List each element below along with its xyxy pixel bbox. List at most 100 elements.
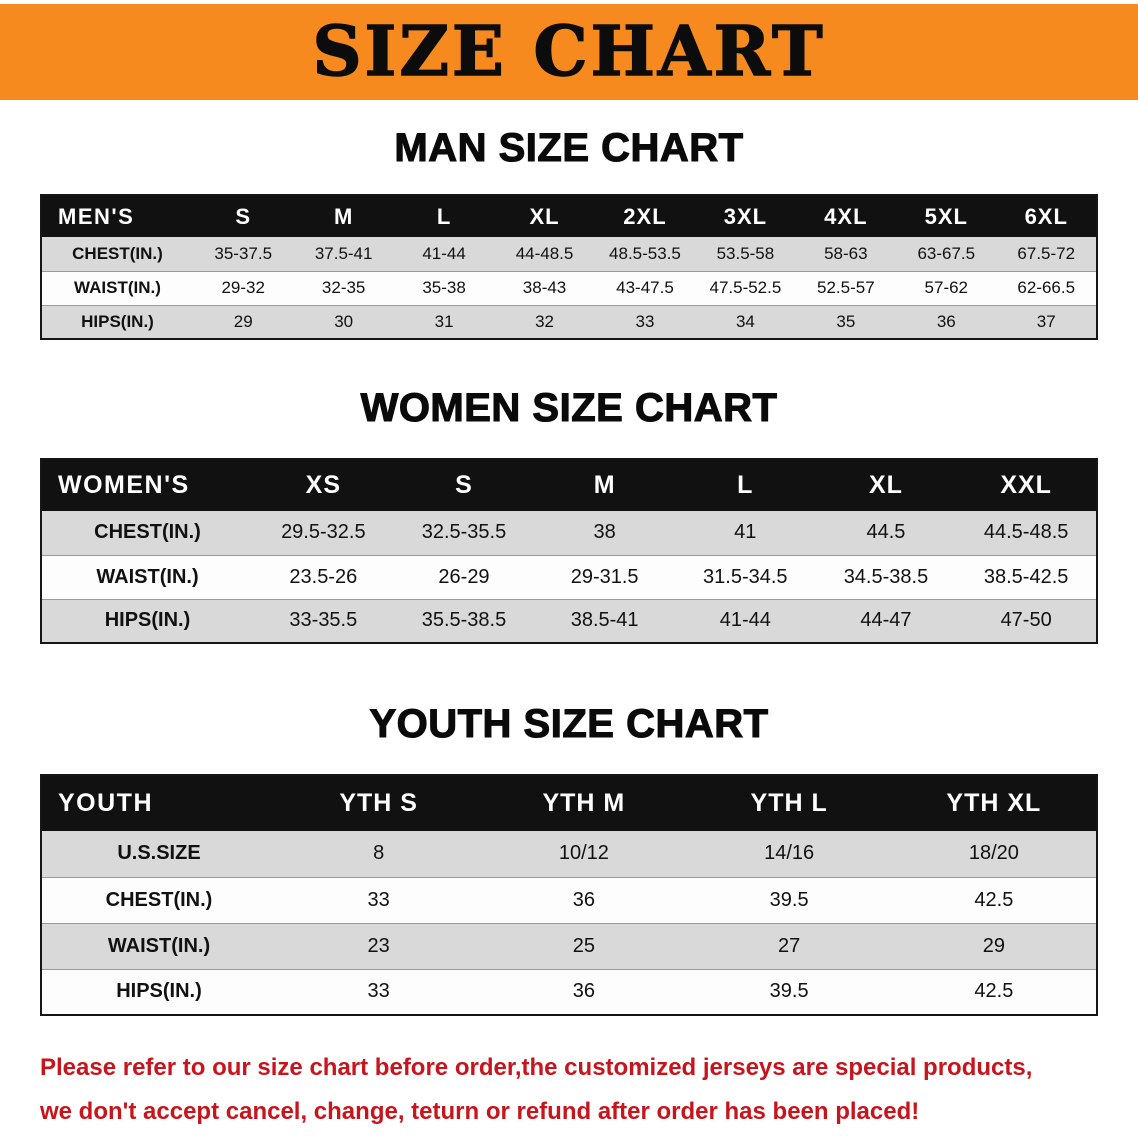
size-value-cell: 32.5-35.5 — [393, 511, 535, 556]
size-value-cell: 35-37.5 — [193, 237, 294, 272]
size-value-cell: 48.5-53.5 — [594, 237, 696, 272]
size-value-cell: 34 — [735, 311, 755, 331]
women-size-table: WOMEN'S XS S M L XL XXL CHEST(IN.) 29.5-32.5 32.5… — [40, 458, 1098, 644]
size-value-cell: 41-44 — [719, 609, 771, 632]
size-value-cell: 29 — [233, 311, 253, 331]
size-value-cell: 38 — [534, 511, 675, 556]
size-value-cell: 27 — [686, 923, 892, 970]
size-value-cell: 29 — [891, 923, 1097, 970]
size-value-cell: 32-35 — [293, 271, 394, 306]
table-row: HIPS(IN.) 33-35.5 35.5-38.5 38.5-41 41-44 44-… — [41, 599, 1097, 643]
size-value-cell: 37.5-41 — [293, 237, 394, 272]
size-value-cell: 41-44 — [393, 237, 495, 272]
table-row: WAIST(IN.) 29-32 32-35 35-38 38-43 43-47.5 47.… — [41, 271, 1097, 306]
size-value-cell: 30 — [334, 311, 354, 331]
youth-section-heading: YOUTH SIZE CHART — [369, 701, 769, 746]
table-row: U.S.SIZE 8 10/12 14/16 18/20 — [41, 831, 1097, 878]
row-label: CHEST(IN.) — [41, 237, 193, 272]
size-value-cell: 42.5 — [974, 980, 1014, 1003]
table-row: CHEST(IN.) 35-37.5 37.5-41 41-44 44-48.5 48.5… — [41, 237, 1097, 272]
size-column-header: YTH XL — [946, 789, 1042, 817]
size-value-cell: 33 — [276, 877, 482, 924]
size-value-cell: 39.5 — [769, 980, 809, 1003]
row-label: WAIST(IN.) — [41, 271, 193, 306]
size-value-cell: 37 — [1036, 311, 1056, 331]
size-value-cell: 33 — [635, 311, 655, 331]
row-label: CHEST(IN.) — [41, 511, 253, 556]
size-column-header: 5XL — [924, 203, 968, 229]
size-value-cell: 29.5-32.5 — [253, 511, 394, 556]
size-value-cell: 31.5-34.5 — [674, 555, 816, 600]
table-corner-label: WOMEN'S — [58, 471, 190, 499]
size-value-cell: 38.5-41 — [570, 609, 639, 632]
size-value-cell: 31 — [434, 311, 454, 331]
size-value-cell: 63-67.5 — [896, 237, 997, 272]
size-column-header: 6XL — [1024, 203, 1068, 229]
size-column-header: XL — [868, 471, 903, 499]
table-row: WAIST(IN.) 23.5-26 26-29 29-31.5 31.5-34.5 34… — [41, 555, 1097, 600]
size-value-cell: 52.5-57 — [795, 271, 897, 306]
size-value-cell: 36 — [572, 980, 595, 1003]
size-column-header: YTH M — [542, 789, 626, 817]
size-value-cell: 42.5 — [891, 877, 1097, 924]
size-value-cell: 34.5-38.5 — [815, 555, 957, 600]
table-row: CHEST(IN.) 33 36 39.5 42.5 — [41, 877, 1097, 924]
size-value-cell: 57-62 — [896, 271, 997, 306]
size-value-cell: 39.5 — [686, 877, 892, 924]
youth-size-table: YOUTH YTH S YTH M YTH L YTH XL U.S.SIZE 8 10/12… — [40, 774, 1098, 1016]
men-section-heading: MAN SIZE CHART — [394, 125, 744, 170]
size-value-cell: 43-47.5 — [594, 271, 696, 306]
table-row: HIPS(IN.) 29 30 31 32 33 34 35 36 37 — [41, 305, 1097, 339]
size-value-cell: 36 — [481, 877, 687, 924]
size-value-cell: 44-48.5 — [494, 237, 595, 272]
size-column-header: 2XL — [623, 203, 667, 229]
size-column-header: XL — [529, 203, 560, 229]
page-title: SIZE CHART — [312, 12, 826, 92]
size-column-header: XS — [305, 471, 341, 499]
row-label: HIPS(IN.) — [116, 980, 202, 1003]
size-value-cell: 58-63 — [795, 237, 897, 272]
row-label: U.S.SIZE — [41, 831, 276, 878]
size-value-cell: 53.5-58 — [695, 237, 796, 272]
size-value-cell: 38.5-42.5 — [956, 555, 1097, 600]
size-value-cell: 67.5-72 — [996, 237, 1097, 272]
size-column-header: M — [593, 471, 616, 499]
size-value-cell: 47-50 — [1000, 609, 1052, 632]
size-column-header: XXL — [1000, 471, 1052, 499]
row-label: HIPS(IN.) — [104, 609, 191, 632]
size-column-header: YTH S — [339, 789, 418, 817]
table-row: HIPS(IN.) 33 36 39.5 42.5 — [41, 969, 1097, 1015]
size-value-cell: 35-38 — [393, 271, 495, 306]
row-label: CHEST(IN.) — [41, 877, 276, 924]
size-value-cell: 33-35.5 — [289, 609, 358, 632]
size-value-cell: 62-66.5 — [996, 271, 1097, 306]
size-column-header: S — [235, 203, 252, 229]
men-size-section: MAN SIZE CHART MEN'S S M L XL 2XL 3XL 4XL 5XL 6XL… — [0, 125, 1138, 340]
size-value-cell: 18/20 — [891, 831, 1097, 878]
size-column-header: L — [436, 203, 452, 229]
size-column-header: 4XL — [824, 203, 868, 229]
size-value-cell: 38-43 — [494, 271, 595, 306]
size-value-cell: 26-29 — [393, 555, 535, 600]
size-value-cell: 36 — [936, 311, 956, 331]
order-notice: Please refer to our size chart before or… — [40, 1046, 1098, 1134]
size-value-cell: 14/16 — [686, 831, 892, 878]
size-column-header: YTH L — [750, 789, 828, 817]
size-value-cell: 35.5-38.5 — [421, 609, 507, 632]
size-value-cell: 23.5-26 — [253, 555, 394, 600]
size-value-cell: 25 — [481, 923, 687, 970]
men-size-table: MEN'S S M L XL 2XL 3XL 4XL 5XL 6XL CHEST(IN.) 35-37… — [40, 194, 1098, 340]
table-row: WAIST(IN.) 23 25 27 29 — [41, 923, 1097, 970]
size-value-cell: 41 — [674, 511, 816, 556]
size-value-cell: 44-47 — [860, 609, 912, 632]
notice-line-2: we don't accept cancel, change, teturn o… — [40, 1098, 920, 1125]
women-section-heading: WOMEN SIZE CHART — [360, 385, 778, 430]
size-value-cell: 8 — [276, 831, 482, 878]
size-value-cell: 23 — [276, 923, 482, 970]
table-corner-label: YOUTH — [58, 789, 153, 817]
title-banner: SIZE CHART — [0, 4, 1138, 100]
size-column-header: M — [333, 203, 354, 229]
row-label: WAIST(IN.) — [41, 555, 253, 600]
notice-line-1: Please refer to our size chart before or… — [40, 1054, 1033, 1081]
size-chart-page: SIZE CHART MAN SIZE CHART MEN'S S M L XL 2XL 3… — [0, 4, 1138, 1136]
